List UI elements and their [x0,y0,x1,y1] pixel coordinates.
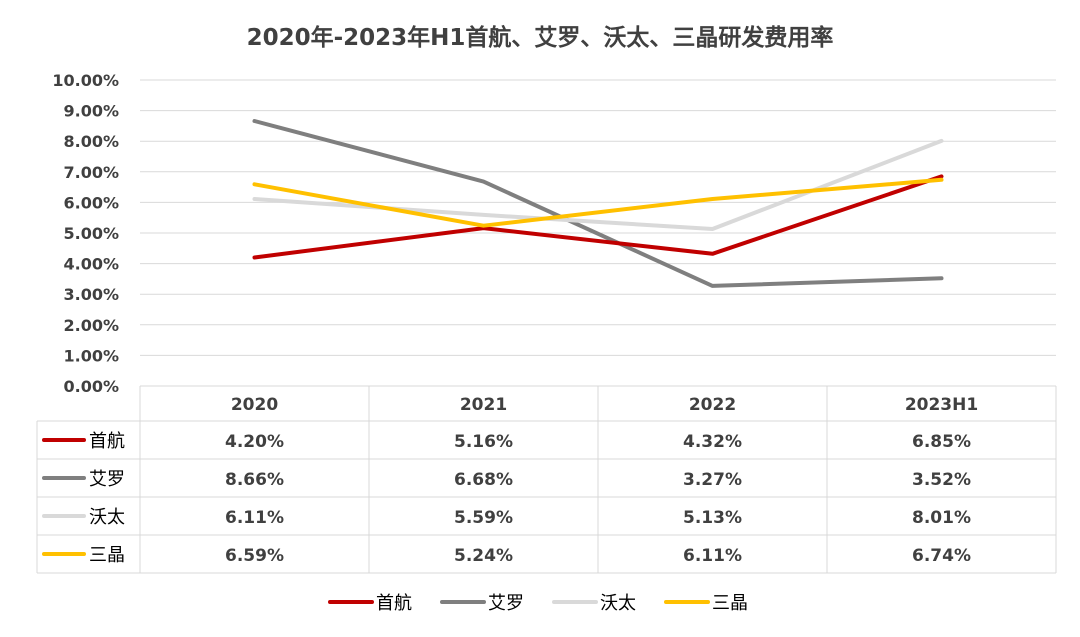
y-tick-label: 8.00% [63,132,119,151]
x-category-label: 2022 [689,395,736,415]
legend-label: 沃太 [600,593,636,614]
chart-title: 2020年-2023年H1首航、艾罗、沃太、三晶研发费用率 [247,24,834,51]
table-series-name: 艾罗 [89,469,125,490]
y-tick-label: 6.00% [63,193,119,212]
series-line-0 [252,174,944,260]
data-label: 3.52% [912,470,971,490]
y-tick-label: 10.00% [52,71,119,90]
legend: 首航 艾罗 沃太 三晶 [328,593,748,614]
data-table: 2020 2021 2022 2023H1 首航 4.20% 5.16% 4.32% 6.85%… [36,385,1057,574]
data-label: 6.11% [225,508,284,528]
data-label: 3.27% [683,470,742,490]
y-tick-label: 2.00% [63,316,119,335]
y-tick-label: 0.00% [63,377,119,396]
series-line-2 [252,138,944,231]
data-label: 6.68% [454,470,513,490]
data-label: 4.20% [225,432,284,452]
legend-label: 首航 [376,593,412,614]
y-tick-label: 7.00% [63,163,119,182]
series-line-1 [252,119,944,288]
data-label: 5.16% [454,432,513,452]
legend-label: 艾罗 [488,593,524,614]
legend-label: 三晶 [712,593,748,614]
data-label: 5.13% [683,508,742,528]
data-label: 6.85% [912,432,971,452]
x-category-label: 2021 [460,395,507,415]
y-tick-label: 3.00% [63,285,119,304]
data-label: 5.24% [454,546,513,566]
x-category-label: 2023H1 [905,395,978,415]
series-lines [252,119,944,288]
data-label: 4.32% [683,432,742,452]
y-tick-label: 5.00% [63,224,119,243]
data-label: 5.59% [454,508,513,528]
table-series-name: 三晶 [89,545,125,566]
data-label: 6.74% [912,546,971,566]
data-label: 6.11% [683,546,742,566]
y-tick-label: 9.00% [63,102,119,121]
y-tick-label: 1.00% [63,346,119,365]
data-label: 8.01% [912,508,971,528]
table-series-name: 沃太 [89,507,125,528]
y-axis: 0.00% 1.00% 2.00% 3.00% 4.00% 5.00% 6.00% 7.00%… [52,71,119,396]
series-line-3 [252,177,944,228]
data-label: 6.59% [225,546,284,566]
data-label: 8.66% [225,470,284,490]
x-category-label: 2020 [231,395,278,415]
y-tick-label: 4.00% [63,255,119,274]
table-series-name: 首航 [89,431,125,452]
